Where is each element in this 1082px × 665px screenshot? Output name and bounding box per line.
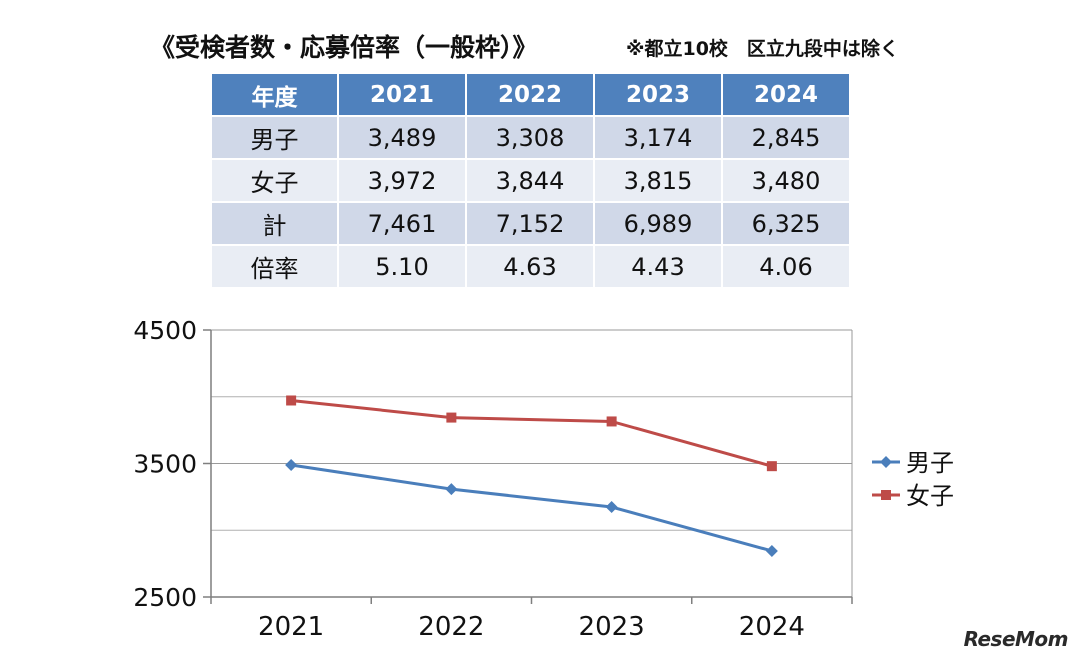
table-row: 男子 3,489 3,308 3,174 2,845: [210, 115, 851, 160]
table-row: 計 7,461 7,152 6,989 6,325: [210, 201, 851, 246]
table-cell: 7,461: [337, 201, 467, 246]
data-point: [766, 461, 777, 472]
series-line: [290, 463, 773, 553]
table-cell: 6,325: [721, 201, 851, 246]
table-cell: 7,152: [465, 201, 595, 246]
row-label: 計: [210, 201, 339, 246]
data-point: [286, 395, 297, 406]
stats-table: 年度 2021 2022 2023 2024 男子 3,489 3,308 3,…: [210, 72, 851, 289]
data-point: [606, 416, 617, 427]
header-cell: 2024: [721, 72, 851, 117]
x-tick-label: 2024: [739, 612, 805, 640]
header-cell: 年度: [210, 72, 339, 117]
logo: ReseMom: [963, 627, 1069, 651]
table-cell: 3,489: [337, 115, 467, 160]
x-tick-label: 2022: [418, 612, 484, 640]
legend-marker: [880, 456, 892, 468]
header-cell: 2023: [593, 72, 723, 117]
y-tick-label: 3500: [133, 450, 197, 479]
x-tick-label: 2023: [579, 612, 645, 640]
table-cell: 3,815: [593, 158, 723, 203]
y-tick-label: 4500: [133, 316, 197, 345]
table-cell: 3,844: [465, 158, 595, 203]
data-point: [445, 483, 458, 496]
data-point: [285, 458, 298, 471]
table-cell: 4.43: [593, 244, 723, 289]
legend-label: 男子: [906, 449, 954, 477]
data-point: [765, 544, 778, 557]
table-header-row: 年度 2021 2022 2023 2024: [210, 72, 851, 117]
page-title: 《受検者数・応募倍率（一般枠）》: [150, 33, 538, 62]
row-label: 女子: [210, 158, 339, 203]
note-text: ※都立10校 区立九段中は除く: [626, 38, 899, 60]
header-cell: 2022: [465, 72, 595, 117]
table-cell: 2,845: [721, 115, 851, 160]
series-line: [290, 398, 773, 468]
table-cell: 3,308: [465, 115, 595, 160]
table-cell: 3,174: [593, 115, 723, 160]
data-point: [605, 501, 618, 514]
legend-marker: [881, 490, 891, 500]
header-cell: 2021: [337, 72, 467, 117]
table-cell: 4.63: [465, 244, 595, 289]
table-cell: 5.10: [337, 244, 467, 289]
row-label: 倍率: [210, 244, 339, 289]
x-tick-label: 2021: [258, 612, 324, 640]
table-row: 女子 3,972 3,844 3,815 3,480: [210, 158, 851, 203]
data-point: [446, 412, 457, 423]
y-tick-label: 2500: [133, 583, 197, 612]
legend-label: 女子: [906, 482, 954, 510]
table-row: 倍率 5.10 4.63 4.43 4.06: [210, 244, 851, 289]
table-cell: 3,972: [337, 158, 467, 203]
table-cell: 6,989: [593, 201, 723, 246]
row-label: 男子: [210, 115, 339, 160]
table-cell: 3,480: [721, 158, 851, 203]
table-cell: 4.06: [721, 244, 851, 289]
